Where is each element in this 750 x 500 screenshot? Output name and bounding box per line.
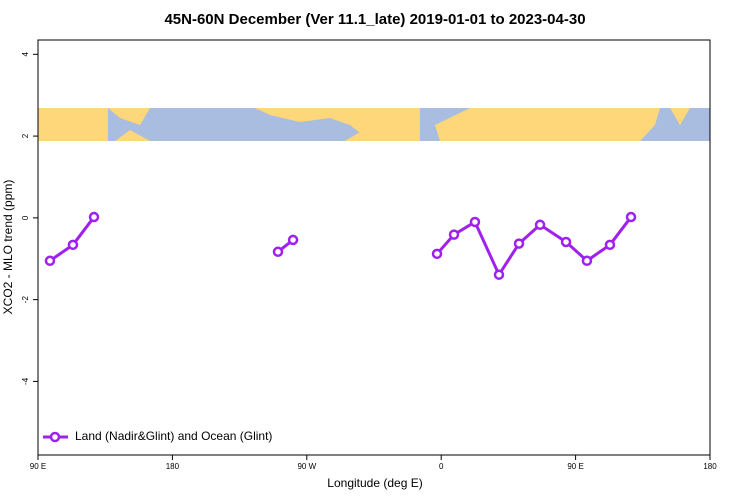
data-point [493, 269, 505, 280]
y-tick-label: 0 [21, 215, 30, 220]
y-tick-label: 4 [21, 52, 30, 57]
data-point [560, 236, 572, 248]
data-point [67, 239, 79, 251]
x-tick-label: 0 [439, 462, 444, 471]
data-point [625, 211, 637, 223]
x-tick-label: 180 [703, 462, 717, 471]
data-line [49, 216, 96, 263]
data-point [272, 246, 284, 258]
plot-frame [37, 39, 711, 456]
data-line [435, 216, 633, 278]
x-axis-label: Longitude (deg E) [327, 476, 422, 490]
x-tick-label: 180 [166, 462, 180, 471]
y-axis-label: XCO2 - MLO trend (ppm) [1, 180, 15, 315]
data-point [287, 234, 299, 246]
x-tick-label: 90 E [30, 462, 46, 471]
x-tick-label: 90 E [567, 462, 583, 471]
y-tick-label: -2 [21, 296, 30, 304]
data-point [448, 229, 460, 240]
data-point [534, 219, 546, 231]
data-point [604, 239, 616, 251]
y-tick-label: 2 [21, 133, 30, 138]
data-point [513, 238, 525, 249]
chart-title: 45N-60N December (Ver 11.1_late) 2019-01… [164, 11, 585, 28]
data-point [44, 255, 56, 267]
x-tick-label: 90 W [297, 462, 316, 471]
legend-marker [49, 431, 61, 443]
legend-label: Land (Nadir&Glint) and Ocean (Glint) [75, 429, 272, 443]
data-point [431, 248, 443, 260]
data-point [581, 255, 593, 267]
data-point [469, 216, 481, 228]
map-band [38, 108, 710, 141]
y-tick-label: -4 [21, 377, 30, 385]
data-point [88, 211, 100, 223]
